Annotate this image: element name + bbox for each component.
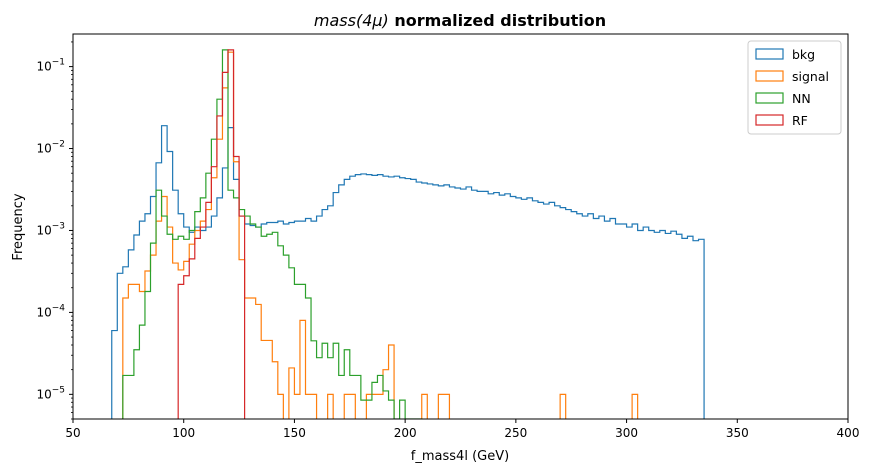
y-tick-label-exponent: −4 xyxy=(52,303,66,313)
y-tick-label-base: 10 xyxy=(36,305,51,319)
legend-swatch-signal xyxy=(755,70,784,82)
x-tick-label: 200 xyxy=(394,426,417,440)
legend-swatch-nn xyxy=(755,92,784,104)
ticks-layer: 50 100 150 200 250 300 350 40010−510−410−310−21… xyxy=(36,41,860,440)
y-tick-label: 10−4 xyxy=(36,303,65,319)
x-tick-label: 50 xyxy=(65,426,80,440)
legend-label-bkg: bkg xyxy=(792,47,815,62)
title-italic-part: mass(4μ) xyxy=(314,11,389,30)
axes-layer xyxy=(72,33,849,420)
y-tick-label-base: 10 xyxy=(36,142,51,156)
x-axis-label: f_mass4l (GeV) xyxy=(411,449,509,464)
series-nn-step xyxy=(122,49,423,419)
legend-box xyxy=(747,40,842,135)
y-tick-label: 10−3 xyxy=(36,221,65,237)
x-tick-label: 250 xyxy=(504,426,527,440)
chart-title: mass(4μ) normalized distribution xyxy=(314,11,606,30)
y-tick-label-base: 10 xyxy=(36,223,51,237)
legend-label-nn: NN xyxy=(792,91,811,106)
series-rf-step xyxy=(177,49,246,419)
legend-swatch-rf xyxy=(755,114,784,126)
x-tick-label: 400 xyxy=(837,426,860,440)
series-bkg-step xyxy=(111,125,705,419)
legend-label-signal: signal xyxy=(792,69,829,84)
y-tick-label-exponent: −2 xyxy=(52,140,65,150)
y-tick-label: 10−2 xyxy=(36,140,65,156)
series-layer xyxy=(111,49,705,419)
y-tick-label-base: 10 xyxy=(36,387,51,401)
legend-swatch-bkg xyxy=(755,48,784,60)
x-tick-label: 150 xyxy=(283,426,306,440)
legend: bkg signal NN RF xyxy=(747,40,842,135)
title-bold-part: normalized distribution xyxy=(389,11,606,30)
y-tick-label-exponent: −3 xyxy=(52,221,65,231)
x-tick-label: 300 xyxy=(615,426,638,440)
y-axis-label: Frequency xyxy=(11,193,26,260)
y-tick-label-exponent: −1 xyxy=(52,58,65,68)
x-tick-label: 100 xyxy=(172,426,195,440)
y-tick-label: 10−5 xyxy=(36,385,65,401)
y-tick-label-exponent: −5 xyxy=(52,385,65,395)
y-tick-label: 10−1 xyxy=(36,58,65,74)
legend-label-rf: RF xyxy=(792,113,808,128)
plot-frame xyxy=(72,33,849,420)
y-tick-label-base: 10 xyxy=(36,60,51,74)
x-tick-label: 350 xyxy=(726,426,749,440)
